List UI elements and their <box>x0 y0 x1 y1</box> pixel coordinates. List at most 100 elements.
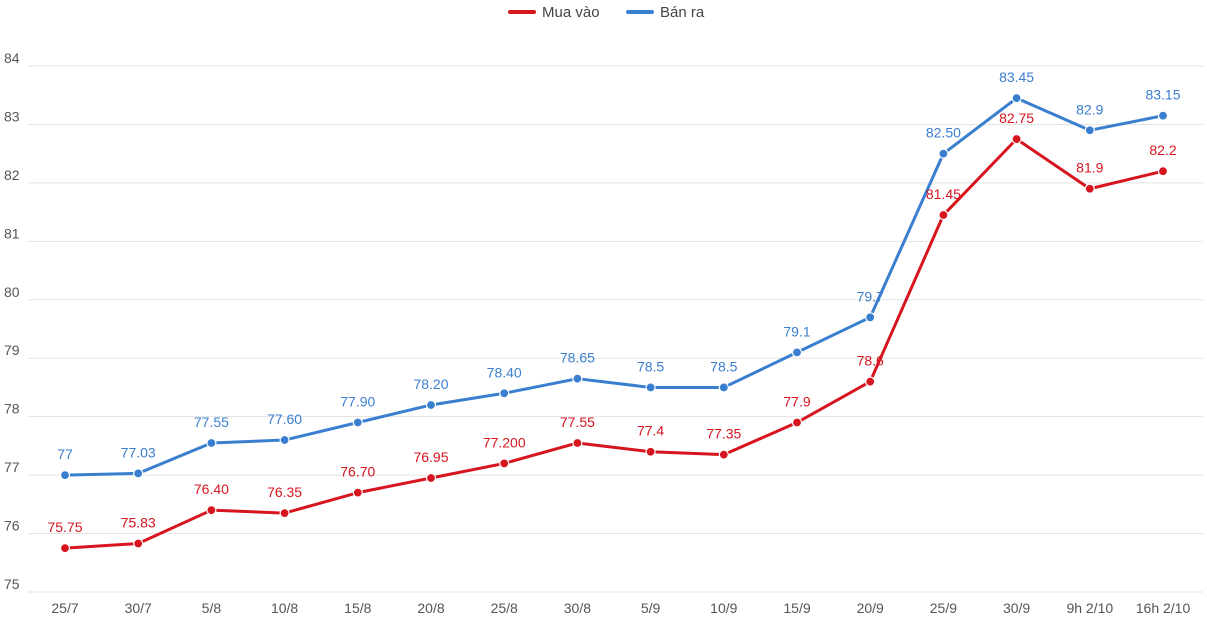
data-point[interactable] <box>1011 93 1022 104</box>
data-label: 77.4 <box>637 423 664 439</box>
data-label: 78.65 <box>560 350 595 366</box>
x-tick-label: 5/8 <box>202 600 222 616</box>
data-point[interactable] <box>718 449 729 460</box>
data-label: 78.5 <box>710 358 737 374</box>
data-point[interactable] <box>279 434 290 446</box>
data-point[interactable] <box>645 382 656 393</box>
x-tick-label: 16h 2/10 <box>1136 600 1191 616</box>
data-label: 82.9 <box>1076 101 1103 117</box>
data-label: 81.9 <box>1076 160 1103 176</box>
data-label: 78.5 <box>637 358 664 374</box>
data-label: 76.35 <box>267 484 302 500</box>
data-label: 79.7 <box>857 288 884 304</box>
data-point[interactable] <box>718 382 729 393</box>
x-tick-label: 5/9 <box>641 600 661 616</box>
data-point[interactable] <box>1157 110 1169 121</box>
data-point[interactable] <box>865 376 876 387</box>
y-tick-label: 77 <box>4 459 20 475</box>
data-label: 78.40 <box>487 364 522 380</box>
data-label: 77.9 <box>783 394 810 410</box>
data-label: 77.200 <box>483 434 526 450</box>
data-label: 82.50 <box>926 125 961 141</box>
data-point[interactable] <box>499 388 510 399</box>
data-label: 78.6 <box>857 353 884 369</box>
data-label: 77.55 <box>560 414 595 430</box>
data-label: 79.1 <box>783 323 810 339</box>
y-tick-label: 81 <box>4 225 20 241</box>
y-axis-ticks: 75 76 77 78 79 80 81 82 83 84 <box>4 50 20 592</box>
y-tick-label: 83 <box>4 108 20 124</box>
data-point[interactable] <box>645 446 656 457</box>
y-tick-label: 78 <box>4 401 20 417</box>
y-tick-label: 80 <box>4 284 20 300</box>
data-label: 83.15 <box>1145 87 1180 103</box>
data-label: 82.2 <box>1149 142 1176 158</box>
data-point[interactable] <box>572 437 583 449</box>
data-point[interactable] <box>59 543 71 554</box>
data-point[interactable] <box>572 373 583 384</box>
x-tick-label: 25/7 <box>51 600 78 616</box>
data-point[interactable] <box>791 347 803 358</box>
y-tick-label: 76 <box>4 518 20 534</box>
data-point[interactable] <box>206 437 217 449</box>
data-point[interactable] <box>1011 133 1022 145</box>
legend-label: Bán ra <box>660 4 705 21</box>
data-label: 83.45 <box>999 69 1034 85</box>
y-tick-label: 75 <box>4 576 20 592</box>
data-labels: 75.75 75.83 76.40 76.35 76.70 76.95 77.200 77.5… <box>47 69 1180 535</box>
data-point[interactable] <box>352 487 363 498</box>
x-tick-label: 10/8 <box>271 600 298 616</box>
legend[interactable]: Mua vào Bán ra <box>508 4 705 21</box>
series-line <box>63 137 1165 550</box>
data-point[interactable] <box>206 505 217 516</box>
data-point[interactable] <box>791 417 803 428</box>
data-point[interactable] <box>938 148 949 159</box>
data-point[interactable] <box>938 209 949 221</box>
data-label: 77.03 <box>121 444 156 460</box>
data-label: 76.95 <box>413 449 448 465</box>
data-label: 77.35 <box>706 426 741 442</box>
x-tick-label: 15/8 <box>344 600 371 616</box>
data-label: 78.20 <box>413 376 448 392</box>
data-point[interactable] <box>1157 166 1169 177</box>
x-tick-label: 9h 2/10 <box>1066 600 1113 616</box>
series-line <box>63 96 1165 477</box>
x-tick-label: 15/9 <box>783 600 810 616</box>
x-tick-label: 30/8 <box>564 600 591 616</box>
y-tick-label: 84 <box>4 50 20 66</box>
data-point[interactable] <box>1084 125 1095 136</box>
x-tick-label: 30/9 <box>1003 600 1030 616</box>
data-point[interactable] <box>133 468 144 479</box>
x-tick-label: 25/9 <box>930 600 957 616</box>
data-point[interactable] <box>352 417 363 428</box>
data-point[interactable] <box>865 312 876 323</box>
legend-item[interactable]: Mua vào <box>508 4 600 21</box>
data-label: 77.90 <box>340 394 375 410</box>
legend-label: Mua vào <box>542 4 600 21</box>
data-point[interactable] <box>59 470 71 481</box>
data-label: 77.55 <box>194 414 229 430</box>
x-tick-label: 30/7 <box>125 600 152 616</box>
data-label: 75.75 <box>47 519 82 535</box>
data-point[interactable] <box>425 399 437 411</box>
data-label: 77 <box>57 446 73 462</box>
data-label: 77.60 <box>267 411 302 427</box>
y-tick-label: 82 <box>4 167 20 183</box>
x-tick-label: 20/8 <box>417 600 444 616</box>
data-point[interactable] <box>1084 183 1095 194</box>
data-point[interactable] <box>133 538 144 549</box>
data-label: 76.70 <box>340 464 375 480</box>
x-tick-label: 25/8 <box>491 600 518 616</box>
x-tick-label: 20/9 <box>857 600 884 616</box>
data-point[interactable] <box>425 472 437 484</box>
x-tick-label: 10/9 <box>710 600 737 616</box>
data-label: 76.40 <box>194 481 229 497</box>
data-point[interactable] <box>499 458 510 469</box>
data-point[interactable] <box>279 507 290 519</box>
y-tick-label: 79 <box>4 342 20 358</box>
grid-layer <box>28 65 1203 593</box>
legend-item[interactable]: Bán ra <box>626 4 705 21</box>
x-axis-ticks: 25/7 30/7 5/8 10/8 15/8 20/8 25/8 30/8 5/9 10/9 15… <box>51 600 1190 616</box>
